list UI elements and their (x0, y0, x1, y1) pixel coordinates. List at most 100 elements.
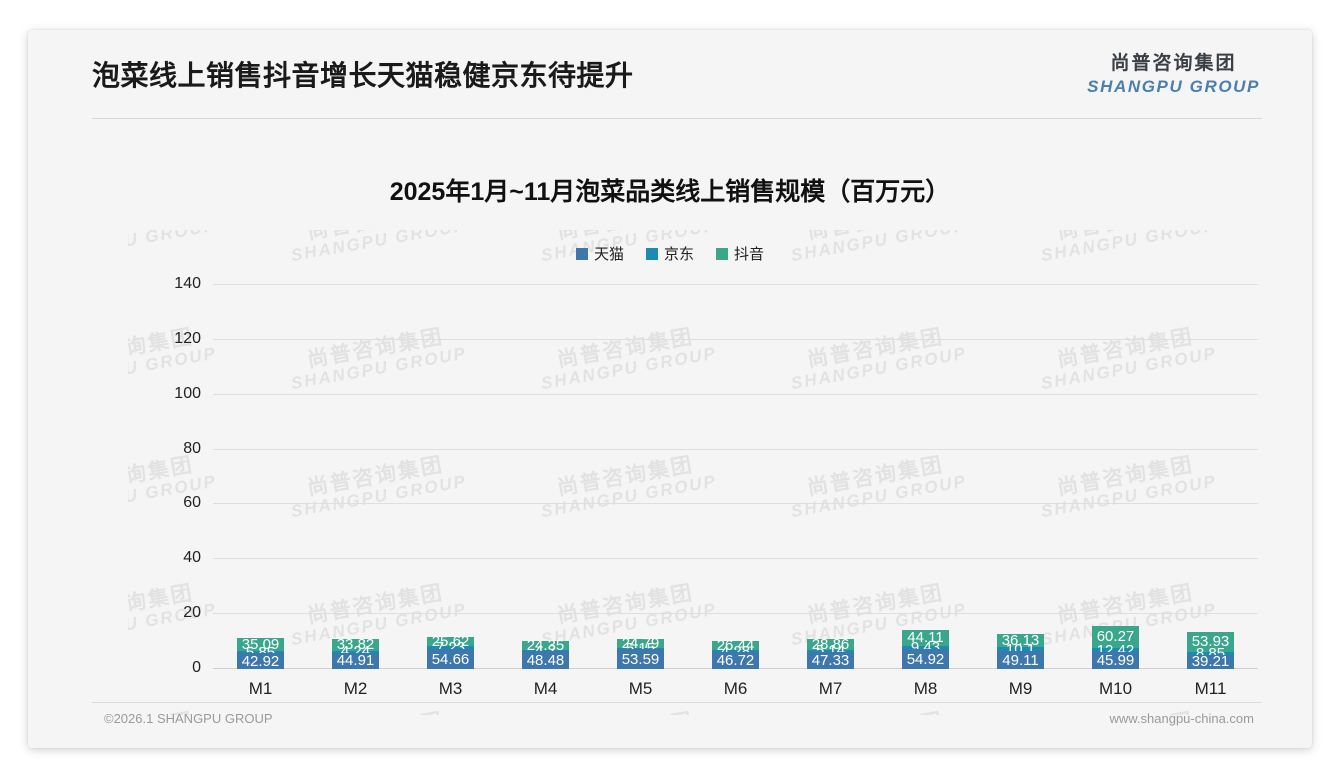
bar-column[interactable]: 53.93 8.85 39.21 M11 (1163, 285, 1258, 698)
bar-segment-抖音: 53.93 (1187, 631, 1234, 652)
gridline: 20 (183, 604, 1258, 621)
bar-value-label: 24.35 (526, 636, 565, 654)
y-axis-tick-label: 40 (183, 549, 201, 567)
bar-value-label: 44.11 (907, 629, 944, 647)
legend-label: 天猫 (593, 246, 624, 263)
y-axis-tick-label: 120 (174, 329, 201, 347)
legend-swatch-icon (716, 247, 728, 260)
bar-value-label: 54.66 (431, 650, 470, 668)
legend-item-2[interactable]: 抖音 (716, 243, 764, 264)
logo-english-name: SHANGPU GROUP (1087, 77, 1260, 96)
x-axis-tick-label: M11 (1194, 679, 1227, 698)
watermark-cn: 尚普咨询集团 (128, 581, 196, 628)
gridline: 60 (183, 494, 1258, 511)
bar-value-label: 24.79 (621, 634, 660, 652)
bar-value-label: 53.93 (1191, 633, 1230, 651)
bar-value-label: 28.86 (811, 636, 850, 654)
gridline: 80 (183, 440, 1258, 457)
gridline: 100 (174, 385, 1258, 402)
bar-column[interactable]: 24.354.248.48 M4 (498, 285, 593, 698)
bar-value-label: 35.09 (241, 636, 280, 654)
bar-value-label: 39.21 (1191, 653, 1230, 671)
bar-segment-天猫: 46.72 (712, 651, 759, 669)
x-axis-tick-label: M8 (913, 679, 938, 698)
slide: 泡菜线上销售抖音增长天猫稳健京东待提升 尚普咨询集团 SHANGPU GROUP… (28, 30, 1312, 748)
bar-segment-抖音: 26.44 (712, 637, 759, 654)
bar-column[interactable]: 24.795.1553.59 M5 (593, 285, 688, 698)
bar-value-label: 60.27 (1096, 628, 1135, 646)
chart-legend: 天猫 京东 抖音 (28, 243, 1312, 264)
bar-column[interactable]: 28.865.1447.33 M7 (783, 285, 878, 698)
bar-column[interactable]: 25.62 7.23 54.66 M3 (403, 285, 498, 698)
gridline: 40 (183, 549, 1258, 566)
y-axis-tick-label: 80 (183, 439, 201, 457)
x-axis-tick-label: M4 (533, 679, 558, 698)
bar-column[interactable]: 35.09 5.85 42.92 M1 (213, 285, 308, 698)
bar-segment-天猫: 42.92 (237, 652, 284, 670)
bar-segment-天猫: 44.91 (332, 652, 379, 670)
brand-logo: 尚普咨询集团 SHANGPU GROUP (1087, 54, 1260, 95)
watermark-cn: 尚普咨询集团 (128, 453, 196, 500)
watermark-en: SHANGPU GROUP (128, 343, 219, 394)
bar-value-label: 44.91 (336, 652, 375, 670)
gridline: 140 (174, 275, 1258, 292)
x-axis-tick-label: M7 (818, 679, 843, 698)
bar-column[interactable]: 44.11 9.43 54.92 M8 (878, 285, 973, 698)
bar-stack: 53.93 8.85 39.21 (1187, 618, 1234, 671)
legend-item-0[interactable]: 天猫 (575, 243, 624, 264)
x-axis-tick-label: M9 (1008, 679, 1033, 698)
bar-column[interactable]: 26.444.2846.72 M6 (688, 285, 783, 698)
bar-value-label: 49.11 (1002, 651, 1039, 669)
watermark-cn: 尚普咨询集团 (536, 707, 715, 715)
header-divider (92, 118, 1262, 119)
y-axis-tick-label: 60 (183, 494, 201, 512)
legend-item-1[interactable]: 京东 (645, 243, 694, 264)
bar-stack: 44.11 9.43 54.92 (902, 618, 949, 669)
y-axis-tick-label: 0 (192, 659, 201, 676)
y-axis-tick-label: 20 (183, 604, 201, 622)
bar-stack: 26.444.2846.72 (712, 618, 759, 669)
logo-chinese-name: 尚普咨询集团 (1110, 53, 1237, 74)
legend-swatch-icon (575, 247, 588, 260)
bar-value-label: 54.92 (906, 650, 945, 668)
bar-segment-天猫: 49.11 (997, 651, 1044, 669)
bar-segment-抖音: 25.62 (427, 633, 474, 650)
bar-segment-抖音: 24.35 (522, 637, 569, 654)
watermark-en: SHANGPU GROUP (128, 471, 219, 522)
bar-stack: 35.09 5.85 42.92 (237, 618, 284, 670)
bar-segment-天猫: 48.48 (522, 651, 569, 669)
bar-value-label: 45.99 (1096, 652, 1135, 670)
bar-stack: 24.354.248.48 (522, 618, 569, 669)
bar-stack: 33.824.2444.91 (332, 618, 379, 669)
x-axis-tick-label: M1 (248, 679, 273, 698)
bar-segment-天猫: 54.92 (902, 649, 949, 669)
bar-column[interactable]: 36.13 10.1 49.11 M9 (973, 285, 1068, 698)
footer-copyright: ©2026.1 SHANGPU GROUP (104, 711, 273, 726)
bar-column[interactable]: 60.27 12.42 45.99 M10 (1068, 285, 1163, 698)
bar-value-label: 47.33 (811, 651, 850, 669)
bar-segment-抖音: 28.86 (807, 636, 854, 654)
chart-title: 2025年1月~11月泡菜品类线上销售规模（百万元） (389, 178, 951, 206)
footer-website: www.shangpu-china.com (1109, 711, 1254, 726)
bar-segment-天猫: 45.99 (1092, 652, 1139, 669)
page-title: 泡菜线上销售抖音增长天猫稳健京东待提升 (92, 60, 634, 91)
bar-value-label: 26.44 (716, 637, 755, 655)
watermark-cn: 尚普咨询集团 (128, 325, 196, 372)
bar-segment-抖音: 35.09 (237, 636, 284, 654)
bar-stack: 24.795.1553.59 (617, 618, 664, 669)
bar-segment-抖音: 60.27 (1092, 625, 1139, 648)
bar-stack: 36.13 10.1 49.11 (997, 618, 1044, 669)
gridline: 120 (174, 330, 1258, 347)
bar-value-label: 42.92 (241, 652, 280, 670)
watermark-cn: 尚普咨询集团 (286, 707, 465, 715)
bar-column[interactable]: 33.824.2444.91 M2 (308, 285, 403, 698)
bar-stack: 60.27 12.42 45.99 (1092, 618, 1139, 669)
bar-stack: 28.865.1447.33 (807, 618, 854, 669)
